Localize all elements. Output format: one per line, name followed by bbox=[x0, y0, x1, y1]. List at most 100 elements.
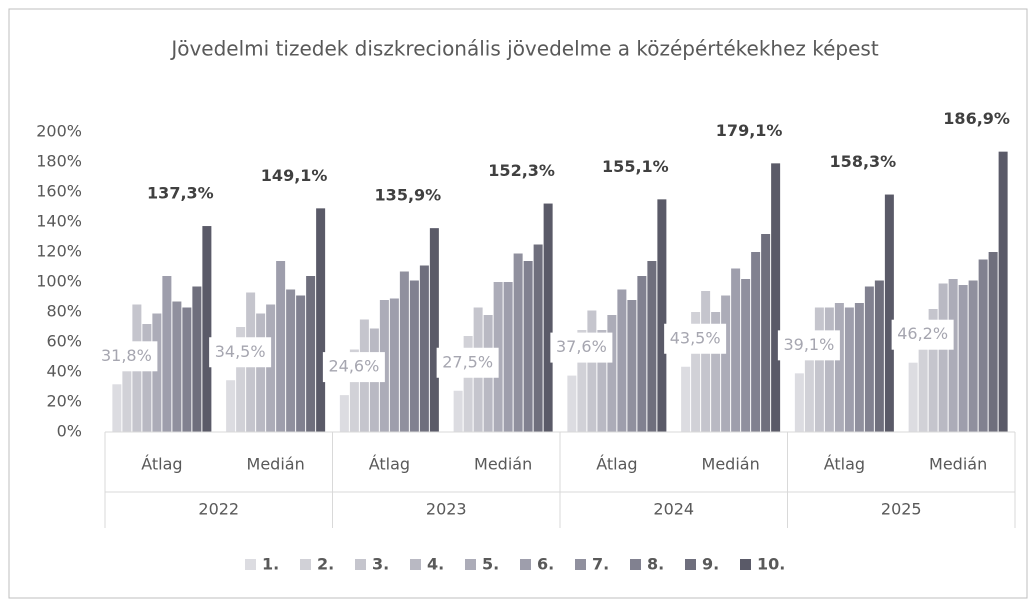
legend-label: 9. bbox=[702, 555, 719, 574]
data-label-box bbox=[322, 352, 385, 383]
bar bbox=[152, 313, 162, 432]
data-label: 27,5% bbox=[442, 352, 493, 371]
bar bbox=[681, 366, 691, 432]
legend-swatch bbox=[410, 559, 421, 570]
bar bbox=[399, 271, 409, 432]
y-tick-label: 200% bbox=[36, 122, 82, 141]
group-label: 2023 bbox=[426, 500, 467, 519]
bar bbox=[731, 268, 741, 432]
legend-label: 7. bbox=[592, 555, 609, 574]
legend-swatch bbox=[520, 559, 531, 570]
data-label-box bbox=[209, 337, 272, 368]
bar bbox=[256, 313, 266, 432]
legend-label: 8. bbox=[647, 555, 664, 574]
x-tick-label: Átlag bbox=[824, 455, 865, 474]
data-label: 137,3% bbox=[147, 184, 214, 203]
data-label: 43,5% bbox=[670, 328, 721, 347]
data-label: 179,1% bbox=[716, 121, 783, 140]
y-tick-label: 100% bbox=[36, 272, 82, 291]
bar bbox=[761, 234, 771, 432]
bar bbox=[306, 276, 316, 432]
bar bbox=[236, 327, 246, 432]
bar bbox=[958, 285, 968, 432]
y-tick-label: 120% bbox=[36, 242, 82, 261]
data-label: 186,9% bbox=[943, 109, 1010, 128]
y-tick-label: 60% bbox=[46, 332, 82, 351]
bar bbox=[938, 283, 948, 432]
legend-label: 3. bbox=[372, 555, 389, 574]
chart-title: Jövedelmi tizedek diszkrecionális jövede… bbox=[169, 37, 879, 61]
bar bbox=[276, 261, 286, 432]
bar bbox=[721, 295, 731, 432]
legend-swatch bbox=[575, 559, 586, 570]
legend-label: 5. bbox=[482, 555, 499, 574]
bar bbox=[597, 330, 607, 432]
bar bbox=[968, 280, 978, 432]
bar bbox=[834, 303, 844, 432]
bar bbox=[771, 163, 781, 432]
x-tick-label: Medián bbox=[702, 455, 760, 474]
bar bbox=[296, 295, 306, 432]
bar bbox=[463, 336, 473, 432]
bar bbox=[389, 298, 399, 432]
bar bbox=[884, 194, 894, 432]
bar bbox=[202, 226, 212, 432]
data-label: 34,5% bbox=[215, 342, 266, 361]
bar bbox=[978, 259, 988, 432]
legend-label: 2. bbox=[317, 555, 334, 574]
bar bbox=[533, 244, 543, 432]
bar bbox=[122, 364, 132, 432]
x-tick-label: Átlag bbox=[369, 455, 410, 474]
bar bbox=[286, 289, 296, 432]
data-label-box bbox=[777, 330, 840, 361]
data-label: 155,1% bbox=[602, 157, 669, 176]
data-label: 158,3% bbox=[830, 152, 897, 171]
legend-label: 6. bbox=[537, 555, 554, 574]
x-tick-label: Átlag bbox=[596, 455, 637, 474]
data-label: 135,9% bbox=[375, 186, 442, 205]
x-tick-label: Medián bbox=[474, 455, 532, 474]
bar bbox=[172, 301, 182, 432]
bar bbox=[864, 286, 874, 432]
bar bbox=[711, 312, 721, 432]
data-label: 37,6% bbox=[556, 337, 607, 356]
bar bbox=[112, 384, 122, 432]
legend-swatch bbox=[355, 559, 366, 570]
bar bbox=[804, 349, 814, 432]
bar bbox=[988, 252, 998, 432]
bar bbox=[577, 330, 587, 432]
bar bbox=[794, 373, 804, 432]
legend-swatch bbox=[740, 559, 751, 570]
bar bbox=[513, 253, 523, 432]
data-label-box bbox=[95, 341, 158, 372]
bar bbox=[142, 324, 152, 432]
bar bbox=[854, 303, 864, 432]
legend-label: 1. bbox=[262, 555, 279, 574]
group-label: 2025 bbox=[881, 500, 922, 519]
bar bbox=[607, 315, 617, 432]
bar bbox=[998, 151, 1008, 432]
bar bbox=[567, 375, 577, 432]
bar bbox=[503, 282, 513, 432]
bar bbox=[192, 286, 202, 432]
bar bbox=[874, 280, 884, 432]
bar bbox=[523, 261, 533, 432]
bar bbox=[741, 279, 751, 432]
data-label-box bbox=[664, 323, 727, 354]
y-tick-label: 140% bbox=[36, 212, 82, 231]
bar bbox=[409, 280, 419, 432]
bar bbox=[627, 300, 637, 432]
data-label: 39,1% bbox=[783, 335, 834, 354]
bar bbox=[814, 307, 824, 432]
data-label-box bbox=[436, 347, 499, 378]
y-tick-label: 40% bbox=[46, 362, 82, 381]
bar bbox=[691, 312, 701, 432]
bar bbox=[824, 307, 834, 432]
bar bbox=[844, 307, 854, 432]
data-label: 46,2% bbox=[897, 324, 948, 343]
legend-label: 10. bbox=[757, 555, 785, 574]
legend-swatch bbox=[465, 559, 476, 570]
bar bbox=[419, 265, 429, 432]
bar bbox=[647, 261, 657, 432]
bar bbox=[928, 309, 938, 432]
